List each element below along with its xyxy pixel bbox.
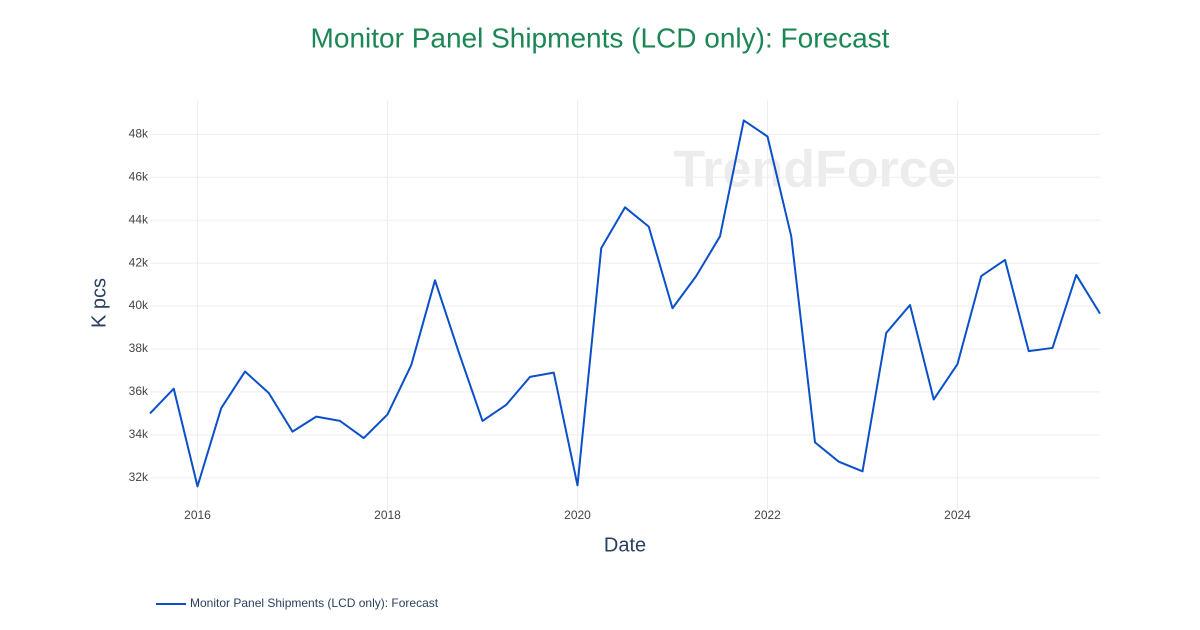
x-tick-label: 2024 xyxy=(944,508,971,522)
watermark: TrendForce xyxy=(673,141,956,199)
y-tick-label: 48k xyxy=(129,127,149,141)
y-tick-label: 34k xyxy=(129,427,149,441)
x-tick-label: 2020 xyxy=(564,508,591,522)
y-tick-label: 36k xyxy=(129,384,149,398)
y-tick-label: 42k xyxy=(129,255,149,269)
x-tick-label: 2022 xyxy=(754,508,781,522)
y-tick-label: 44k xyxy=(129,212,149,226)
y-tick-label: 38k xyxy=(129,341,149,355)
y-tick-label: 32k xyxy=(129,470,149,484)
y-tick-label: 40k xyxy=(129,298,149,312)
x-tick-label: 2016 xyxy=(184,508,211,522)
x-axis-title: Date xyxy=(604,534,646,556)
legend-label: Monitor Panel Shipments (LCD only): Fore… xyxy=(190,596,439,610)
x-tick-label: 2018 xyxy=(374,508,401,522)
y-axis-title: K pcs xyxy=(88,278,110,328)
y-tick-label: 46k xyxy=(129,169,149,183)
data-line xyxy=(149,119,1101,488)
chart-title: Monitor Panel Shipments (LCD only): Fore… xyxy=(311,22,890,53)
